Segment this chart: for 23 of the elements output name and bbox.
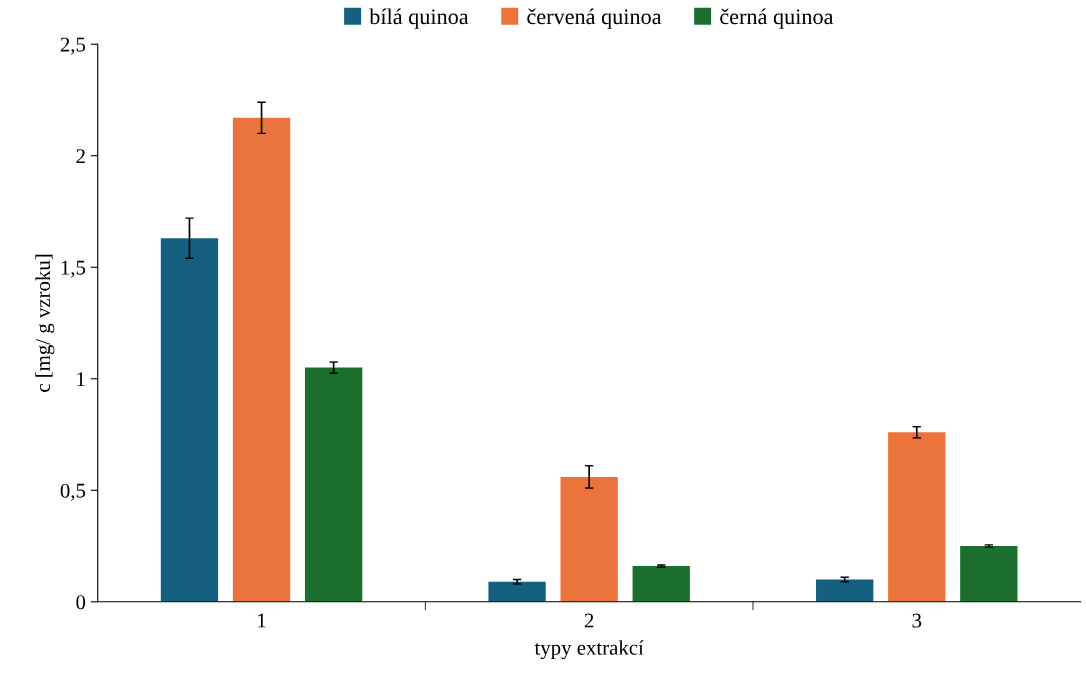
x-axis-title: typy extrakcí bbox=[534, 640, 644, 660]
bar bbox=[160, 238, 219, 602]
y-tick-label: 2,5 bbox=[60, 37, 86, 55]
y-tick-label: 1 bbox=[77, 372, 85, 386]
legend-label: bílá quinoa bbox=[369, 8, 469, 29]
x-tick-label: 3 bbox=[912, 613, 922, 628]
bar bbox=[816, 579, 874, 602]
bar bbox=[232, 117, 291, 602]
y-tick-label: 0,5 bbox=[60, 483, 86, 501]
x-tick-label: 2 bbox=[584, 613, 594, 628]
bar bbox=[304, 367, 363, 602]
y-axis-title: c [mg/ g vzroku] bbox=[35, 254, 55, 392]
bar bbox=[560, 476, 618, 602]
y-tick-label: 0 bbox=[76, 595, 86, 610]
y-tick-label: 2 bbox=[76, 149, 85, 163]
x-tick-label: 1 bbox=[258, 613, 266, 628]
legend-label: červená quinoa bbox=[527, 8, 662, 29]
bar bbox=[632, 566, 690, 602]
bar bbox=[960, 546, 1018, 602]
bar bbox=[888, 432, 946, 602]
bar bbox=[488, 581, 546, 602]
y-tick-label: 1,5 bbox=[61, 260, 86, 278]
legend-label: černá quinoa bbox=[720, 8, 834, 29]
